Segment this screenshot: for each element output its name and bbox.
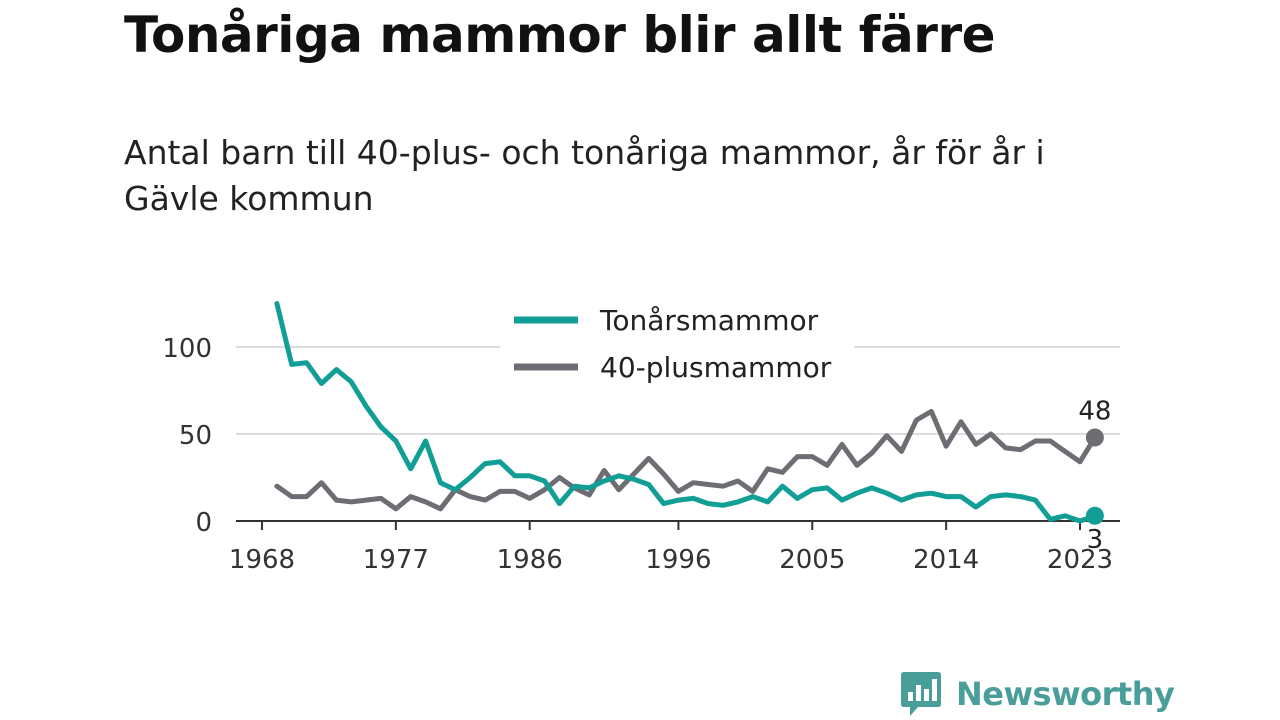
- series-line-1: [274, 408, 1098, 512]
- brand-logo: Newsworthy: [900, 670, 1175, 718]
- bar-chart-speech-icon: [901, 672, 941, 716]
- legend: Tonårsmammor 40-plusmammor: [500, 296, 854, 388]
- series-line-0: [274, 301, 1098, 524]
- end-label-0: 3: [1087, 525, 1104, 555]
- x-tick-label: 1977: [363, 545, 429, 575]
- end-label-1: 48: [1078, 396, 1111, 426]
- end-point-1: [1085, 428, 1104, 447]
- end-point-0: [1085, 506, 1104, 525]
- legend-label-1: 40-plusmammor: [600, 351, 832, 384]
- y-axis-ticks: 0 50 100: [162, 334, 212, 538]
- chart-title: Tonåriga mammor blir allt färre: [124, 6, 996, 64]
- series-lines: 3 48: [274, 301, 1111, 555]
- x-tick-label: 2005: [779, 545, 845, 575]
- y-tick-label: 0: [195, 508, 212, 538]
- x-tick-label: 2023: [1047, 545, 1113, 575]
- x-axis: 1968 1977 1986 1996 2005 2014 2023: [229, 520, 1120, 575]
- legend-background: [500, 296, 854, 388]
- x-tick-label: 2014: [913, 545, 979, 575]
- x-tick-label: 1968: [229, 545, 295, 575]
- x-tick-label: 1996: [645, 545, 711, 575]
- brand-name: Newsworthy: [956, 675, 1175, 713]
- legend-label-0: Tonårsmammor: [599, 304, 819, 337]
- y-tick-label: 100: [162, 334, 212, 364]
- y-tick-label: 50: [179, 421, 212, 451]
- chart-subtitle: Antal barn till 40-plus- och tonåriga ma…: [124, 133, 1045, 218]
- x-tick-label: 1986: [497, 545, 563, 575]
